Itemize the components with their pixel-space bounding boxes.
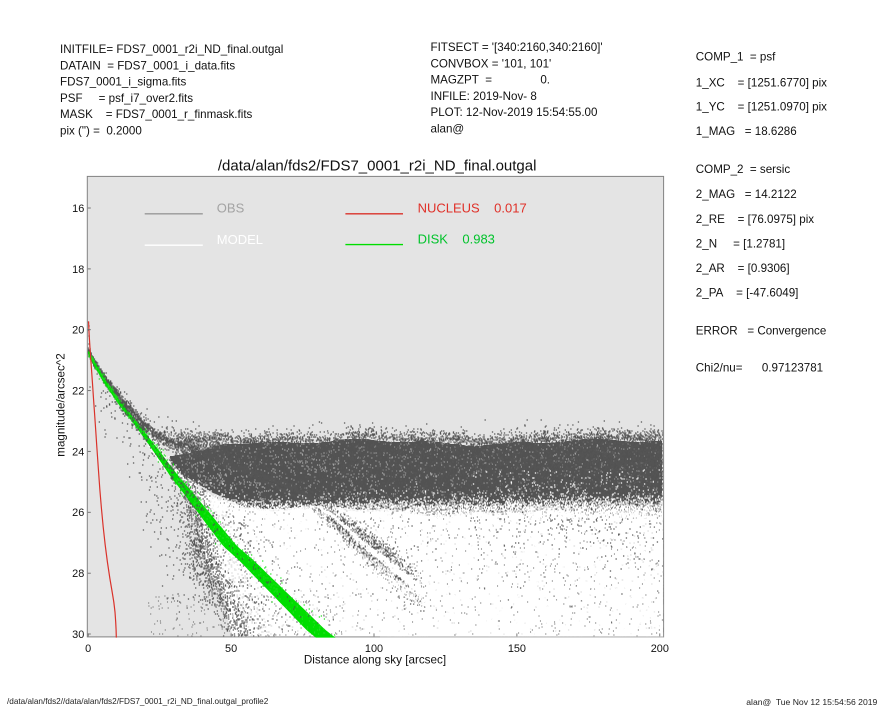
svg-text:MASK = FDS7_0001_r_finmask.: MASK = FDS7_0001_r_finmask.fits [60, 108, 253, 121]
svg-text:Chi2/nu= 0.97123781: Chi2/nu= 0.97123781 [696, 362, 823, 375]
svg-text:COMP_1 = psf: COMP_1 = psf [696, 50, 776, 63]
svg-text:22: 22 [72, 385, 84, 397]
svg-text:magnitude/arcsec^2: magnitude/arcsec^2 [55, 353, 68, 456]
svg-text:50: 50 [225, 643, 237, 655]
svg-text:1_MAG = 18.6286: 1_MAG = 18.6286 [696, 125, 797, 138]
svg-text:2_MAG = 14.2122: 2_MAG = 14.2122 [696, 188, 797, 201]
svg-text:OBS: OBS [217, 201, 245, 216]
svg-text:/data/alan/fds2/FDS7_0001_r2i_: /data/alan/fds2/FDS7_0001_r2i_ND_final.o… [218, 158, 537, 175]
svg-text:DATAIN = FDS7_0001_i_data.fit: DATAIN = FDS7_0001_i_data.fits [60, 59, 235, 72]
svg-text:24: 24 [72, 446, 84, 458]
svg-text:FITSECT = '[340:2160,340:2160]: FITSECT = '[340:2160,340:2160]' [431, 41, 603, 54]
svg-text:/data/alan/fds2//data/alan/fds: /data/alan/fds2//data/alan/fds2/FDS7_000… [7, 697, 269, 706]
svg-text:INITFILE= FDS7_0001_r2i_ND_fin: INITFILE= FDS7_0001_r2i_ND_final.outgal [60, 43, 283, 56]
svg-text:200: 200 [651, 643, 669, 655]
svg-text:CONVBOX = '101, 101': CONVBOX = '101, 101' [431, 57, 552, 70]
svg-text:NUCLEUS 0.017: NUCLEUS 0.017 [418, 201, 527, 216]
svg-text:0: 0 [85, 643, 91, 655]
svg-text:20: 20 [72, 325, 84, 337]
svg-text:16: 16 [72, 203, 84, 215]
svg-text:INFILE: 2019-Nov- 8: INFILE: 2019-Nov- 8 [431, 90, 537, 103]
svg-text:26: 26 [72, 507, 84, 519]
svg-text:150: 150 [508, 643, 526, 655]
svg-text:MAGZPT = 0.: MAGZPT = 0. [431, 74, 551, 87]
svg-text:FDS7_0001_i_sigma.fits: FDS7_0001_i_sigma.fits [60, 76, 187, 89]
svg-text:PSF = psf_i7_over2.fits: PSF = psf_i7_over2.fits [60, 92, 193, 105]
svg-text:2_RE = [76.0975] pix: 2_RE = [76.0975] pix [696, 213, 814, 226]
svg-text:18: 18 [72, 264, 84, 276]
svg-text:2_PA = [-47.6049]: 2_PA = [-47.6049] [696, 286, 799, 299]
svg-text:MODEL: MODEL [217, 232, 263, 247]
svg-text:2_N = [1.2781]: 2_N = [1.2781] [696, 238, 785, 251]
svg-text:Distance along sky [arcsec]: Distance along sky [arcsec] [304, 653, 446, 666]
svg-text:DISK 0.983: DISK 0.983 [418, 232, 495, 247]
svg-text:PLOT: 12-Nov-2019 15:54:55.00: PLOT: 12-Nov-2019 15:54:55.00 [431, 106, 598, 119]
svg-text:pix (") = 0.2000: pix (") = 0.2000 [60, 125, 142, 138]
svg-text:alan@: alan@ [431, 123, 465, 136]
svg-text:30: 30 [72, 629, 84, 641]
svg-text:2_AR = [0.9306]: 2_AR = [0.9306] [696, 262, 790, 275]
svg-text:100: 100 [365, 643, 383, 655]
svg-text:1_YC = [1251.0970] pix: 1_YC = [1251.0970] pix [696, 101, 827, 114]
svg-text:28: 28 [72, 568, 84, 580]
svg-text:ERROR = Convergence: ERROR = Convergence [696, 325, 827, 338]
svg-text:1_XC = [1251.6770] pix: 1_XC = [1251.6770] pix [696, 76, 827, 89]
svg-text:alan@ Tue Nov 12 15:54:56 201: alan@ Tue Nov 12 15:54:56 2019 [746, 697, 877, 707]
svg-text:COMP_2 = sersic: COMP_2 = sersic [696, 163, 791, 176]
